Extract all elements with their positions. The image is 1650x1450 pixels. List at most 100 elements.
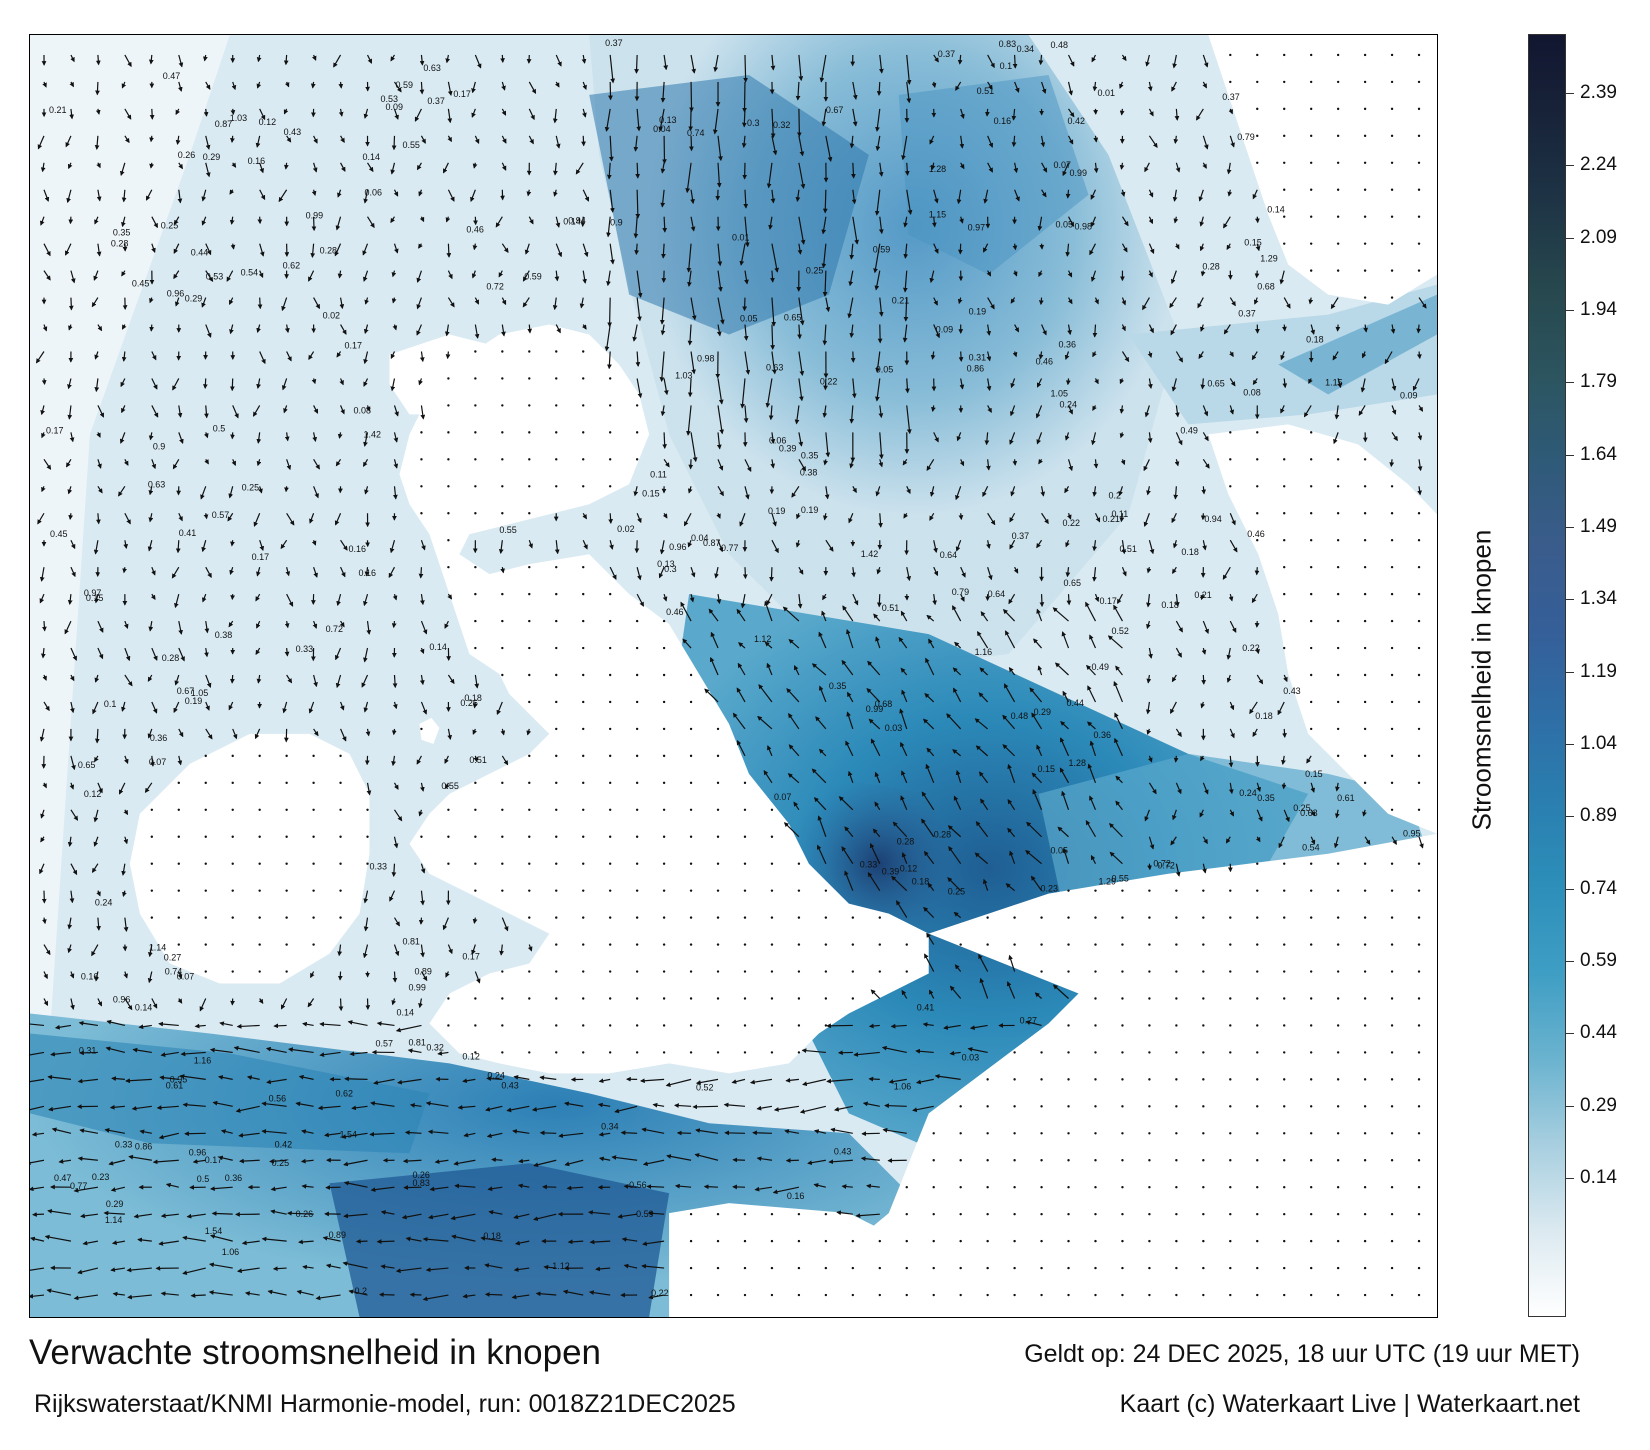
speed-value-label: 0.62 [283, 261, 300, 271]
current-arrow-icon [67, 162, 73, 170]
speed-value-label: 0.36 [225, 1173, 242, 1183]
current-arrow-icon [852, 216, 859, 245]
grid-dot [555, 1051, 558, 1054]
grid-dot [474, 619, 477, 623]
grid-dot [1283, 80, 1286, 84]
grid-dot [474, 404, 477, 407]
current-arrow-icon [416, 270, 423, 283]
current-arrows [30, 54, 1427, 1302]
grid-dot [528, 781, 531, 785]
current-arrow-icon [1121, 566, 1127, 577]
grid-dot [1229, 485, 1232, 488]
grid-dot [932, 1186, 935, 1189]
grid-dot [1202, 1266, 1205, 1270]
current-arrow-icon [419, 216, 425, 223]
grid-dot [1390, 188, 1394, 191]
grid-dot [1417, 565, 1421, 569]
current-arrow-icon [795, 81, 801, 101]
grid-dot [366, 835, 369, 838]
speed-value-label: 0.01 [732, 233, 749, 243]
grid-dot [1336, 1239, 1340, 1243]
current-arrow-icon [692, 1104, 719, 1110]
grid-dot [1283, 1266, 1286, 1270]
grid-dot [1175, 997, 1178, 1000]
current-arrow-icon [230, 540, 235, 547]
speed-value-label: 0.19 [768, 506, 785, 516]
grid-dot [1336, 458, 1340, 461]
grid-dot [1148, 1159, 1151, 1162]
current-arrow-icon [1035, 405, 1043, 419]
grid-dot [1363, 1105, 1367, 1108]
current-arrow-icon [474, 54, 482, 69]
speed-value-label: 0.51 [469, 755, 486, 765]
grid-dot [1148, 1105, 1151, 1108]
speed-value-label: 0.12 [259, 117, 276, 127]
current-arrow-icon [553, 189, 558, 197]
grid-dot [1309, 1186, 1313, 1189]
grid-dot [582, 1024, 585, 1027]
current-arrow-icon [690, 216, 696, 232]
current-arrow-icon [875, 351, 881, 373]
grid-dot [1256, 431, 1259, 434]
speed-value-label: 1.28 [929, 164, 946, 174]
grid-dot [1283, 646, 1286, 650]
current-arrow-icon [1011, 108, 1017, 121]
grid-dot [1363, 673, 1367, 677]
current-arrow-icon [1417, 459, 1423, 472]
current-arrow-icon [1120, 189, 1126, 197]
current-arrow-icon [205, 81, 211, 90]
current-arrow-icon [851, 567, 856, 578]
grid-dot [932, 1266, 935, 1270]
grid-dot [986, 1078, 989, 1081]
grid-dot [1363, 1132, 1367, 1135]
map-frame[interactable]: 0.15 0.18 0.17 0.09 0.07 0.16 0.25 0.28 0.26 0.35… [29, 34, 1438, 1318]
grid-dot [474, 350, 477, 353]
colorbar-tick-label: 0.44 [1580, 1022, 1617, 1044]
current-arrow-icon [420, 620, 428, 635]
current-arrow-icon [311, 54, 317, 61]
current-arrow-icon [205, 243, 212, 256]
current-arrow-icon [148, 513, 154, 523]
speed-value-label: 0.23 [1041, 884, 1058, 894]
grid-dot [824, 916, 828, 919]
grid-dot [1309, 215, 1313, 218]
current-arrow-icon [1093, 135, 1099, 143]
grid-dot [501, 889, 504, 892]
current-arrow-icon [1013, 566, 1019, 574]
current-arrow-icon [662, 432, 668, 450]
current-arrow-icon [687, 486, 693, 494]
grid-dot [1283, 107, 1286, 111]
current-arrow-icon [609, 566, 617, 580]
grid-dot [851, 943, 855, 946]
grid-dot [1229, 1293, 1232, 1297]
current-arrow-icon [416, 297, 423, 310]
current-arrow-icon [124, 54, 132, 68]
current-arrow-icon [308, 351, 315, 361]
speed-value-label: 0.3 [664, 564, 676, 574]
grid-dot [1202, 1024, 1205, 1027]
grid-dot [689, 808, 693, 811]
current-arrow-icon [1067, 297, 1073, 305]
current-arrow-icon [1174, 594, 1180, 608]
grid-dot [1417, 53, 1421, 57]
grid-dot [1363, 242, 1367, 245]
grid-dot [1040, 943, 1043, 946]
current-arrow-icon [447, 189, 455, 202]
current-arrow-icon [344, 1076, 368, 1082]
current-arrow-icon [364, 567, 370, 577]
grid-dot [1309, 269, 1313, 272]
current-arrow-icon [252, 405, 261, 417]
grid-dot [1229, 943, 1232, 946]
grid-dot [635, 916, 639, 919]
current-arrow-icon [717, 485, 724, 497]
grid-dot [447, 431, 450, 434]
current-arrow-icon [414, 108, 422, 122]
grid-dot [608, 377, 612, 380]
current-speed-map[interactable]: 0.150.180.170.090.070.160.250.280.260.35… [30, 35, 1437, 1317]
speed-value-label: 0.17 [252, 552, 269, 562]
grid-dot [1390, 161, 1394, 164]
current-arrow-icon [43, 459, 52, 470]
current-arrow-icon [229, 189, 235, 195]
current-arrow-icon [902, 270, 908, 293]
grid-dot [635, 646, 639, 650]
